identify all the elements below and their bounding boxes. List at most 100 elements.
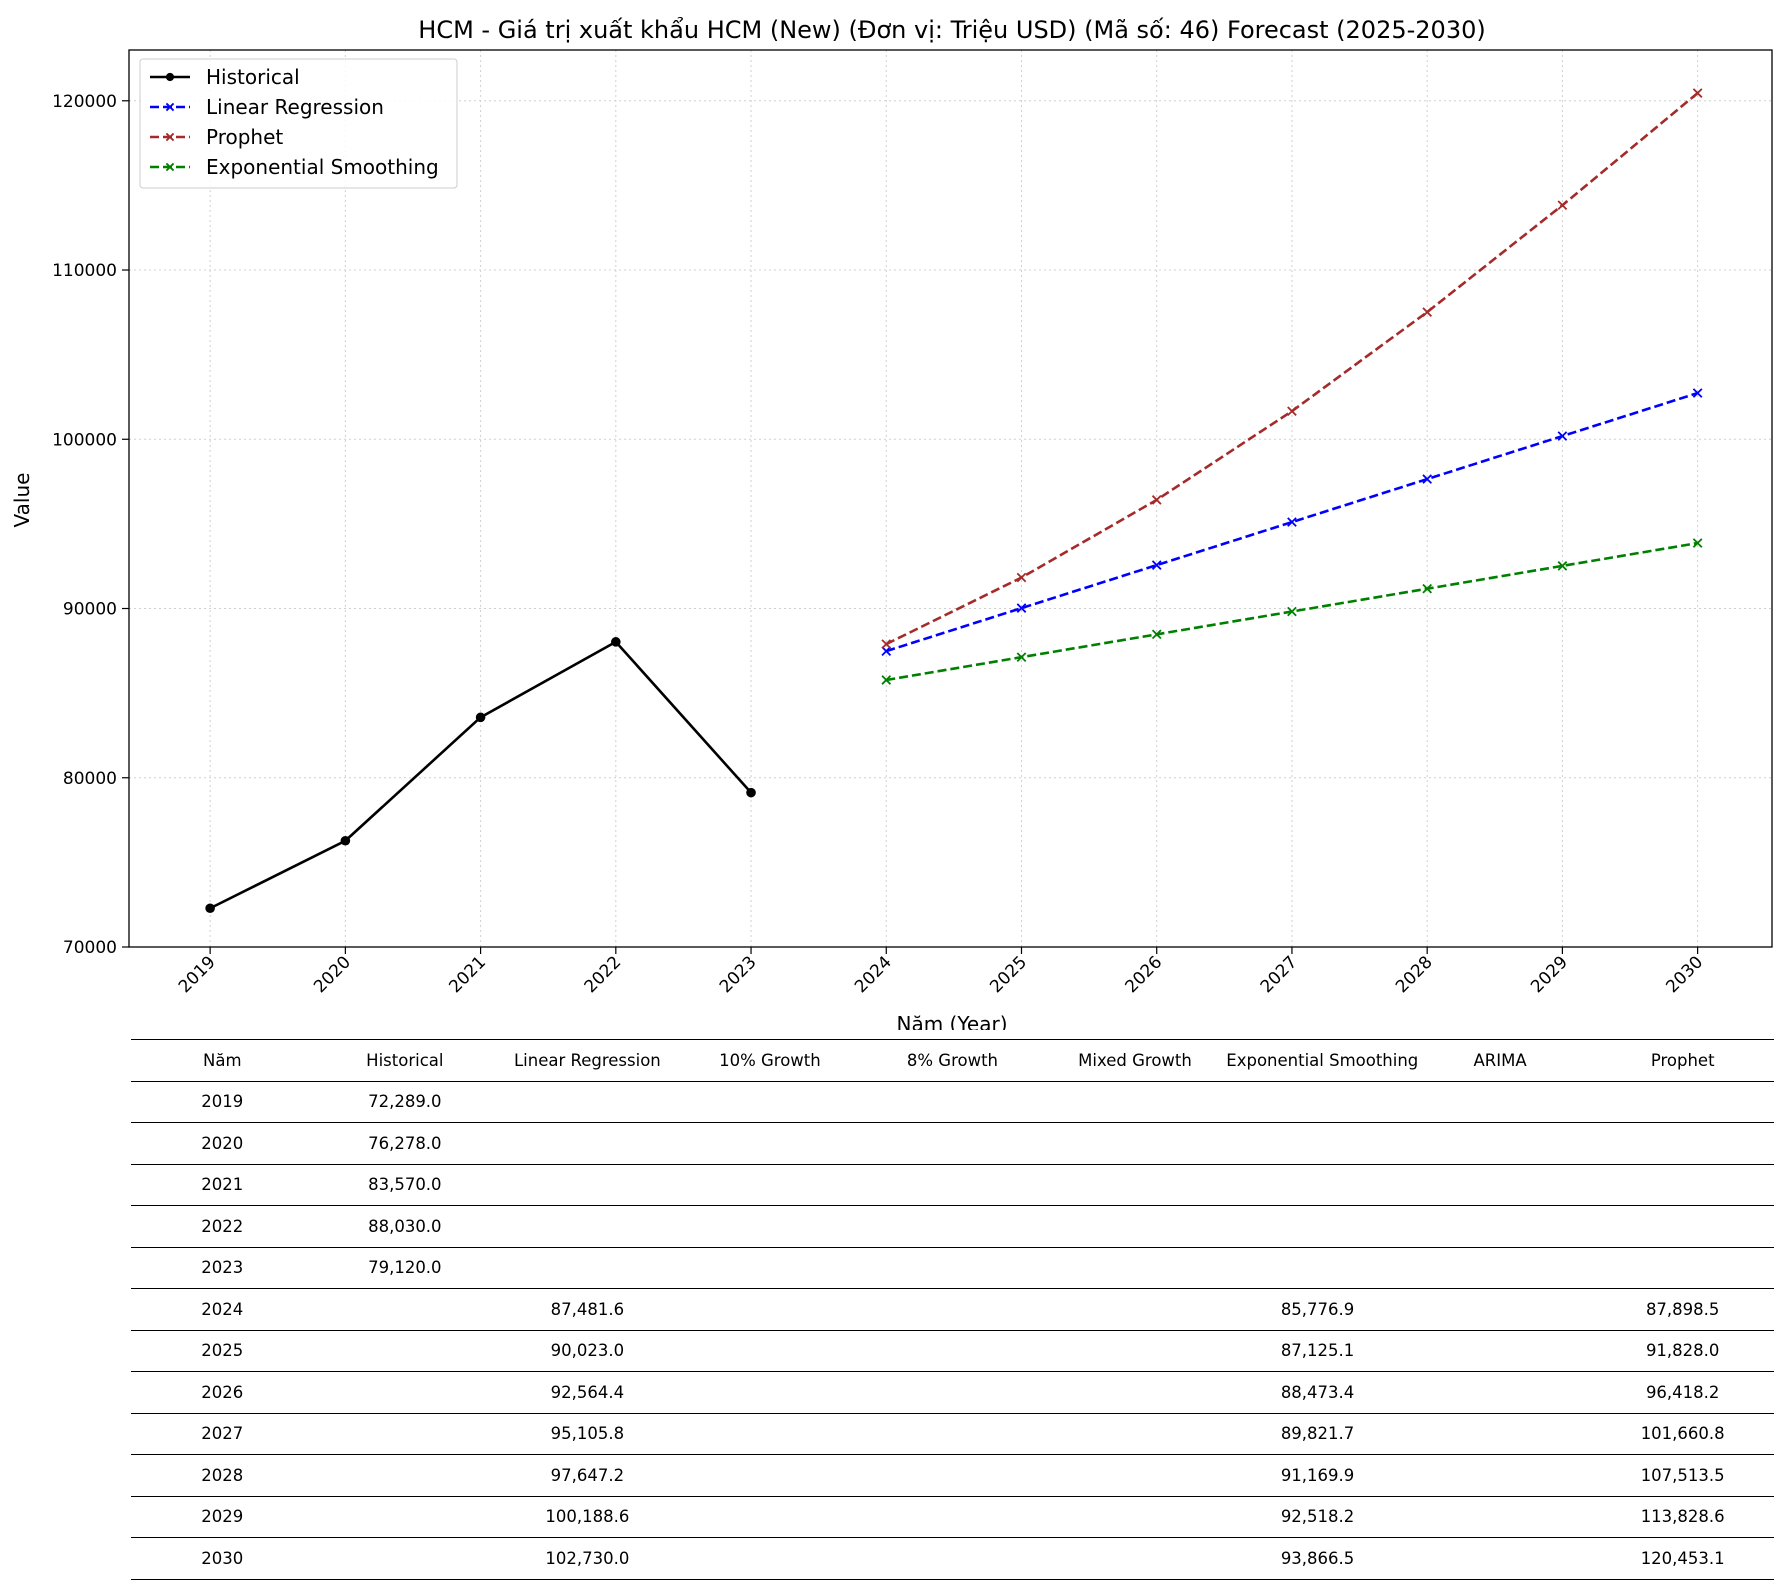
plot-frame: [128, 49, 1773, 948]
table-header-cell: Mixed Growth: [1043, 1039, 1227, 1082]
table-cell: [1043, 1413, 1227, 1455]
table-cell: [678, 1371, 862, 1414]
legend-item: Exponential Smoothing: [150, 155, 439, 179]
table-cell: 85,776.9: [1226, 1288, 1409, 1331]
data-point: [1287, 517, 1297, 527]
x-tick-label: 2030: [1662, 952, 1707, 997]
x-tick-label: 2026: [1122, 952, 1167, 997]
table-row: 2022 88,030.0: [131, 1205, 1774, 1248]
table-row: 2026 92,564.4 88,473.4 96,418.2: [131, 1371, 1774, 1414]
table-cell: [1408, 1330, 1592, 1372]
table-cell: [1043, 1330, 1227, 1372]
data-point: [1151, 495, 1162, 505]
data-point: [205, 903, 215, 914]
table-row: 2024 87,481.6 85,776.9 87,898.5: [131, 1288, 1774, 1331]
table-cell: 102,730.0: [496, 1537, 679, 1580]
table-cell: [1408, 1247, 1592, 1289]
table-cell: [1043, 1371, 1227, 1414]
x-axis-label: Năm (Year): [896, 1012, 1007, 1030]
data-point: [746, 787, 756, 798]
table-cell: 107,513.5: [1591, 1454, 1774, 1497]
table-row: 2021 83,570.0: [131, 1164, 1774, 1206]
table-cell: [496, 1081, 679, 1123]
data-point: [881, 646, 892, 656]
y-tick-label: 100000: [52, 430, 117, 450]
table-cell: [1408, 1454, 1592, 1497]
table-cell: [1408, 1371, 1592, 1414]
table-cell: [313, 1413, 497, 1455]
table-row: 2025 90,023.0 87,125.1 91,828.0: [131, 1330, 1774, 1372]
table-cell: 83,570.0: [313, 1164, 497, 1206]
data-point: [165, 132, 175, 142]
table-cell: [678, 1330, 862, 1372]
legend-label: Historical: [206, 65, 300, 89]
table-cell: [678, 1122, 862, 1165]
table-cell: 88,473.4: [1226, 1371, 1409, 1414]
table-cell: [861, 1205, 1044, 1248]
table-cell: [861, 1371, 1044, 1414]
table-cell: [1591, 1122, 1774, 1165]
table-row: 2029 100,188.6 92,518.2 113,828.6: [131, 1496, 1774, 1538]
table-cell: [496, 1164, 679, 1206]
x-tick-label: 2028: [1392, 952, 1437, 997]
y-tick-label: 70000: [63, 938, 117, 958]
table-cell: 2026: [131, 1371, 314, 1414]
table-cell: 113,828.6: [1591, 1496, 1774, 1538]
table-cell: [1043, 1122, 1227, 1165]
table-cell: [1043, 1454, 1227, 1497]
table-header-row: Năm Historical Linear Regression 10% Growth…: [131, 1039, 1774, 1082]
table-cell: [1591, 1205, 1774, 1248]
y-tick-label: 90000: [63, 600, 117, 620]
table-cell: 2028: [131, 1454, 314, 1497]
series-exponential-smoothing: [881, 538, 1703, 685]
table-cell: [1043, 1164, 1227, 1206]
x-tick-label: 2023: [716, 952, 761, 997]
table-header-cell: Historical: [313, 1039, 497, 1082]
data-point: [1422, 583, 1433, 594]
table-cell: [1591, 1164, 1774, 1206]
table-header-cell: Prophet: [1591, 1039, 1774, 1082]
table-cell: [1408, 1496, 1592, 1538]
table-cell: [1408, 1205, 1592, 1248]
data-point: [1422, 307, 1433, 317]
data-point: [165, 162, 175, 172]
series-historical: [205, 637, 756, 914]
data-point: [1016, 572, 1027, 583]
data-point: [611, 637, 621, 647]
legend-box: [139, 58, 458, 189]
legend-item: Historical: [150, 65, 300, 89]
table-cell: 120,453.1: [1591, 1537, 1774, 1580]
x-tick-label: 2021: [445, 952, 490, 997]
table-cell: [861, 1288, 1044, 1331]
table-cell: [1226, 1205, 1409, 1248]
data-point: [165, 72, 175, 82]
table-cell: [1043, 1247, 1227, 1289]
table-cell: [861, 1454, 1044, 1497]
table-cell: 2022: [131, 1205, 314, 1248]
table-cell: [678, 1454, 862, 1497]
table-cell: [861, 1330, 1044, 1372]
table-cell: [861, 1164, 1044, 1206]
legend-item: Linear Regression: [150, 95, 384, 119]
table-cell: [861, 1122, 1044, 1165]
axis-ticks: 2019 2020 2021 2022 2023 2024 2025 2026 2027 2028…: [52, 92, 1707, 997]
table-cell: [861, 1413, 1044, 1455]
x-tick-label: 2024: [851, 952, 896, 997]
data-point: [340, 835, 351, 846]
table-cell: [1408, 1413, 1592, 1455]
table-cell: [1043, 1537, 1227, 1580]
table-cell: 2030: [131, 1537, 314, 1580]
table-cell: [496, 1122, 679, 1165]
y-tick-label: 80000: [63, 769, 117, 789]
legend-label: Exponential Smoothing: [206, 155, 439, 179]
table-cell: 89,821.7: [1226, 1413, 1409, 1455]
table-cell: [313, 1537, 497, 1580]
data-point: [1692, 88, 1703, 98]
data-point: [1287, 606, 1297, 617]
table-cell: [678, 1288, 862, 1331]
table-cell: [861, 1496, 1044, 1538]
x-tick-label: 2025: [986, 952, 1031, 997]
table-cell: [1408, 1537, 1592, 1580]
table-row: 2028 97,647.2 91,169.9 107,513.5: [131, 1454, 1774, 1497]
data-point: [1016, 652, 1027, 663]
